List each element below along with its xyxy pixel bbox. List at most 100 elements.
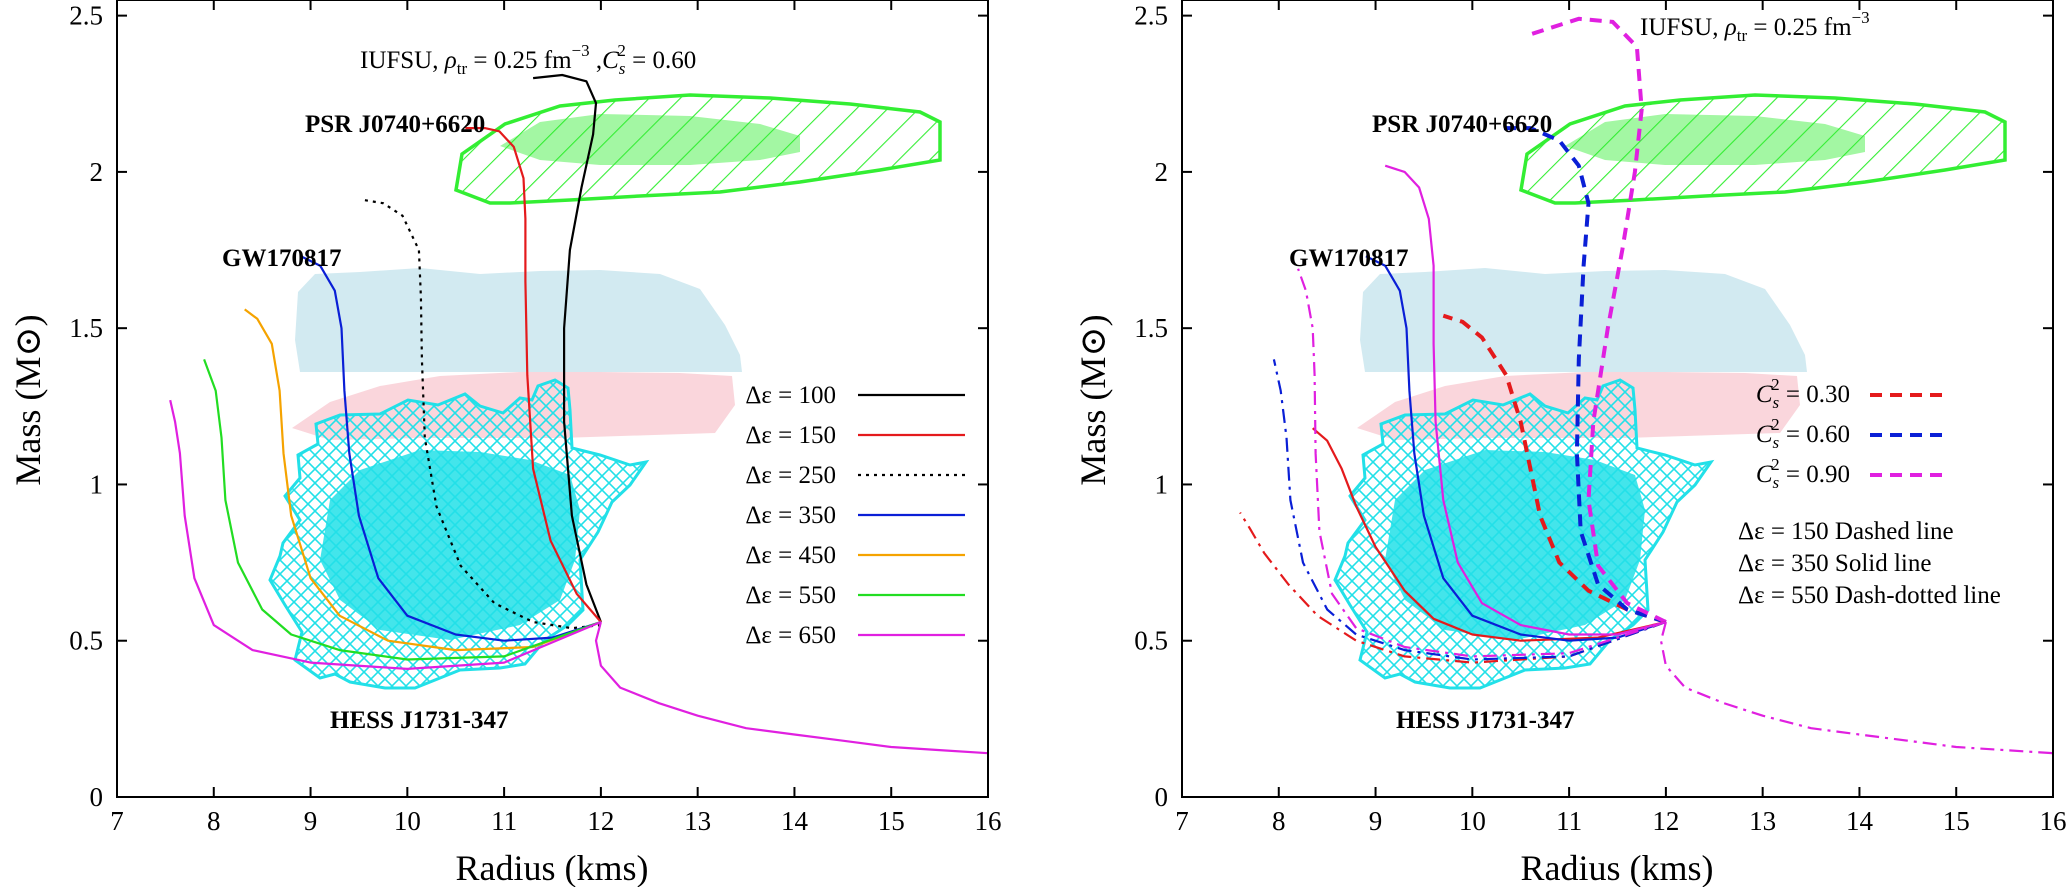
- title-annotation-right: IUFSU, ρtr = 0.25 fm−3: [1640, 8, 1870, 45]
- ticks-right: 7 8 9 10 11 12 13 14 15 16 0 0.5 1 1.5 2 2.5: [1134, 0, 2067, 836]
- series-line-left-5: [203, 359, 602, 661]
- note-solid: Δε = 350 Solid line: [1738, 550, 1931, 577]
- curves-right: [1239, 16, 2054, 755]
- x-tick-label-left-2: 9: [304, 806, 318, 836]
- axes-left: 7 8 9 10 11 12 13 14 15 16 0 0.5 1 1.5 2 2.5 Radius (km…: [8, 0, 1002, 887]
- x-tick-label-right-7: 14: [1846, 806, 1874, 836]
- series-line-left-1: [465, 127, 602, 623]
- hess-region-hatched: [268, 378, 650, 690]
- hess-label-right: HESS J1731-347: [1396, 707, 1575, 734]
- series-line-right-9: [1659, 621, 2054, 755]
- x-tick-label-right-4: 11: [1556, 806, 1582, 836]
- y-tick-label-left-5: 2.5: [69, 1, 103, 31]
- note-dashdot: Δε = 550 Dash-dotted line: [1738, 582, 2001, 609]
- series-line-left-2: [363, 198, 602, 630]
- hess-region-hatched-right: [1333, 378, 1715, 690]
- y-tick-label-right-0: 0: [1155, 782, 1169, 812]
- gw-label-left: GW170817: [222, 245, 341, 272]
- y-tick-label-left-0: 0: [90, 782, 104, 812]
- psr-label-right: PSR J0740+6620: [1372, 111, 1552, 138]
- ticks-left: 7 8 9 10 11 12 13 14 15 16 0 0.5 1 1.5 2 2.5: [69, 0, 1002, 836]
- x-axis-label-left: Radius (kms): [456, 848, 649, 887]
- x-tick-label-left-8: 15: [878, 806, 905, 836]
- annotations-right: IUFSU, ρtr = 0.25 fm−3 PSR J0740+6620 GW…: [1289, 8, 2001, 734]
- x-tick-label-right-3: 10: [1459, 806, 1486, 836]
- y-tick-label-right-2: 1: [1155, 469, 1169, 499]
- x-tick-label-left-9: 16: [975, 806, 1002, 836]
- series-line-left-7: [594, 621, 989, 755]
- legend-left: Δε = 100 Δε = 150 Δε = 250 Δε = 350 Δε = 450…: [745, 382, 965, 649]
- y-axis-label-right: Mass (M⊙): [1073, 314, 1113, 485]
- gw170817-region-blue-right: [1360, 268, 1807, 372]
- x-tick-label-left-0: 7: [110, 806, 124, 836]
- series-line-left-0: [532, 73, 602, 623]
- legend-label-0: Δε = 100: [745, 382, 836, 409]
- y-tick-label-left-3: 1.5: [69, 313, 103, 343]
- series-line-left-4: [244, 308, 602, 652]
- series-line-right-8: [1297, 268, 1667, 658]
- series-line-right-4: [1365, 255, 1667, 642]
- legend-label-5: Δε = 550: [745, 582, 836, 609]
- x-tick-label-left-3: 10: [394, 806, 421, 836]
- constraint-regions-right: [1333, 93, 2007, 690]
- y-tick-label-right-3: 1.5: [1134, 313, 1168, 343]
- series-line-left-6: [169, 399, 602, 670]
- y-tick-label-right-5: 2.5: [1134, 1, 1168, 31]
- panel-left: 7 8 9 10 11 12 13 14 15 16 0 0.5 1 1.5 2 2.5 Radius (km…: [8, 0, 1002, 887]
- svg-text:Cs2 = 0.60: Cs2 = 0.60: [1756, 415, 1850, 452]
- y-axis-label-left: Mass (M⊙): [8, 314, 48, 485]
- series-line-right-5: [1384, 164, 1667, 636]
- panel-right: 7 8 9 10 11 12 13 14 15 16 0 0.5 1 1.5 2 2.5 Radius (km…: [1073, 0, 2067, 887]
- legend-label-1: Δε = 150: [745, 422, 836, 449]
- legend-entry-cs090: Cs2 = 0.90: [1756, 455, 1945, 492]
- constraint-regions: [268, 93, 942, 690]
- psr-region-hatched-right: [1519, 93, 2007, 205]
- x-tick-label-right-8: 15: [1943, 806, 1970, 836]
- x-tick-label-left-7: 14: [781, 806, 809, 836]
- legend-entry-cs060: Cs2 = 0.60: [1756, 415, 1945, 452]
- x-tick-label-right-9: 16: [2040, 806, 2067, 836]
- plot-frame-right: [1181, 0, 2054, 798]
- x-tick-label-left-6: 13: [684, 806, 711, 836]
- legend-label-6: Δε = 650: [745, 622, 836, 649]
- series-line-right-7: [1272, 359, 1667, 661]
- annotations-left: IUFSU, ρtr = 0.25 fm−3 ,Cs2 = 0.60 PSR J…: [222, 41, 696, 734]
- series-line-right-2: [1529, 16, 1667, 624]
- note-dashed: Δε = 150 Dashed line: [1738, 518, 1954, 545]
- series-line-left-3: [300, 255, 602, 642]
- x-tick-label-right-1: 8: [1272, 806, 1286, 836]
- series-line-right-0: [1442, 313, 1667, 624]
- x-tick-label-right-5: 12: [1652, 806, 1679, 836]
- hess-label-left: HESS J1731-347: [330, 707, 509, 734]
- gw-label-right: GW170817: [1289, 245, 1408, 272]
- axes-right: 7 8 9 10 11 12 13 14 15 16 0 0.5 1 1.5 2 2.5 Radius (km…: [1073, 0, 2067, 887]
- x-tick-label-right-2: 9: [1369, 806, 1383, 836]
- gw170817-region-blue: [295, 268, 742, 372]
- svg-text:Cs2 = 0.30: Cs2 = 0.30: [1756, 375, 1850, 412]
- title-annotation-left: IUFSU, ρtr = 0.25 fm−3 ,Cs2 = 0.60: [360, 41, 696, 78]
- curves-left: [169, 73, 989, 755]
- legend-entry-cs030: Cs2 = 0.30: [1756, 375, 1945, 412]
- y-tick-label-left-2: 1: [90, 469, 104, 499]
- legend-label-3: Δε = 350: [745, 502, 836, 529]
- x-tick-label-left-1: 8: [207, 806, 221, 836]
- series-line-right-6: [1239, 512, 1667, 664]
- series-line-right-3: [1311, 427, 1667, 642]
- plot-frame-left: [116, 0, 989, 798]
- x-tick-label-left-5: 12: [587, 806, 614, 836]
- x-tick-label-left-4: 11: [491, 806, 517, 836]
- svg-text:Cs2 = 0.90: Cs2 = 0.90: [1756, 455, 1850, 492]
- y-tick-label-right-4: 2: [1155, 157, 1169, 187]
- y-tick-label-left-4: 2: [90, 157, 104, 187]
- legend-label-4: Δε = 450: [745, 542, 836, 569]
- psr-region-hatched: [454, 93, 942, 205]
- psr-label-left: PSR J0740+6620: [305, 111, 485, 138]
- y-tick-label-right-1: 0.5: [1134, 626, 1168, 656]
- legend-label-2: Δε = 250: [745, 462, 836, 489]
- x-axis-label-right: Radius (kms): [1521, 848, 1714, 887]
- x-tick-label-right-0: 7: [1175, 806, 1189, 836]
- legend-right: Cs2 = 0.30 Cs2 = 0.60 Cs2 = 0.90: [1756, 375, 1945, 492]
- x-tick-label-right-6: 13: [1749, 806, 1776, 836]
- y-tick-label-left-1: 0.5: [69, 626, 103, 656]
